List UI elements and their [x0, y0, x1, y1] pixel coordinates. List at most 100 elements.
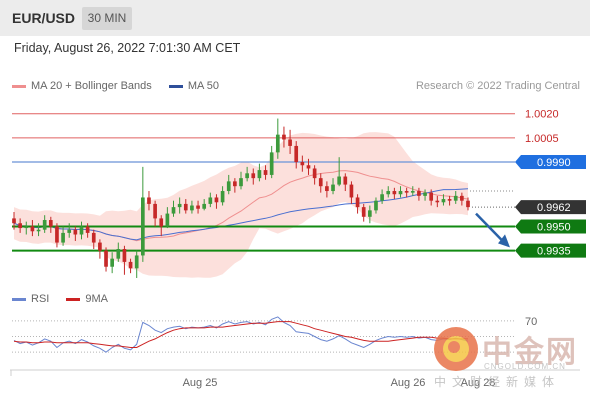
watermark: 中金网 CNGOLD.COM.CN 中文财经新媒体 — [432, 325, 582, 389]
watermark-sub: 中文财经新媒体 — [434, 375, 561, 389]
pivot-tag — [515, 155, 586, 170]
candle-body — [159, 218, 164, 227]
candle-body — [67, 229, 72, 233]
candle-body — [447, 199, 452, 201]
legend-item-9ma: 9MA — [66, 293, 108, 305]
candle-body — [12, 218, 16, 224]
x-tick-label: Aug 25 — [183, 377, 218, 389]
resistance-label: 1.0005 — [525, 133, 559, 145]
pivot-label: 0.9990 — [537, 157, 571, 169]
candle-body — [312, 168, 317, 179]
candle-body — [355, 197, 360, 208]
support-tag — [515, 219, 586, 234]
candle-body — [140, 197, 145, 256]
bollinger-band — [14, 132, 468, 278]
legend-item-ma20: MA 20 + Bollinger Bands — [12, 80, 152, 92]
candle-body — [48, 220, 53, 227]
legend-item-ma50: MA 50 — [168, 80, 220, 92]
candle-body — [202, 203, 207, 209]
candle-body — [239, 178, 243, 187]
support-tag — [515, 243, 586, 258]
candle-body — [183, 203, 188, 211]
candle-body — [331, 184, 335, 192]
candle-body — [398, 191, 403, 195]
candle-body — [226, 181, 231, 192]
x-tick-label: Aug 28 — [461, 377, 496, 389]
candle-body — [318, 178, 323, 187]
watermark-name: 中金网 — [482, 335, 578, 370]
legend-9ma-label: 9MA — [85, 293, 109, 305]
candle-body — [42, 220, 47, 230]
candle-body — [30, 226, 35, 232]
candle-body — [386, 191, 391, 195]
rsi-line — [13, 316, 469, 353]
legend-ma20-label: MA 20 + Bollinger Bands — [31, 80, 152, 92]
candle-body — [269, 152, 274, 175]
ma20-swatch — [12, 84, 26, 88]
datetime-label: Friday, August 26, 2022 7:01:30 AM CET — [14, 41, 241, 55]
legend-rsi-label: RSI — [31, 293, 50, 305]
candle-body — [349, 184, 354, 198]
candle-body — [282, 134, 286, 140]
chart-header: EUR/USD 30 MIN — [0, 0, 590, 36]
watermark-logo-icon — [434, 327, 478, 371]
candle-body — [98, 242, 102, 251]
current-price-tag — [515, 200, 586, 215]
candle-body — [410, 191, 415, 193]
candle-body — [73, 229, 78, 235]
candle-body — [361, 207, 366, 217]
candle-body — [343, 176, 348, 185]
main-legend: MA 20 + Bollinger Bands MA 50 — [12, 80, 233, 92]
credit-text: Research © 2022 Trading Central — [415, 80, 580, 92]
resistance-label: 1.0020 — [525, 109, 559, 121]
candle-body — [466, 200, 470, 208]
rsi-swatch — [12, 297, 26, 301]
candle-body — [55, 226, 59, 243]
candle-body — [24, 226, 29, 229]
timeframe-badge[interactable]: 30 MIN — [82, 7, 132, 30]
candle-body — [429, 192, 434, 201]
candle-body — [367, 210, 372, 217]
symbol-label: EUR/USD — [12, 10, 76, 26]
candle-body — [245, 173, 249, 179]
candle-body — [177, 203, 182, 208]
candle-body — [263, 170, 268, 175]
candle-body — [306, 165, 311, 169]
legend-item-rsi: RSI — [12, 293, 49, 305]
forecast-arrow-head — [498, 234, 510, 248]
candle-body — [190, 205, 194, 211]
candle-body — [453, 195, 458, 201]
watermark-url: CNGOLD.COM.CN — [484, 362, 566, 371]
ma50-line — [13, 188, 469, 241]
candle-body — [122, 249, 127, 262]
candle-body — [196, 205, 200, 209]
candle-body — [220, 191, 225, 203]
forecast-arrow — [475, 212, 505, 244]
candle-body — [104, 250, 108, 267]
candle-body — [380, 194, 384, 201]
candle-body — [110, 258, 115, 267]
candle-body — [208, 197, 213, 204]
candle-body — [134, 255, 139, 269]
candle-body — [91, 232, 96, 243]
current-price-label: 0.9962 — [537, 202, 571, 214]
candle-body — [128, 261, 133, 269]
candle-body — [233, 181, 237, 187]
legend-ma50-label: MA 50 — [187, 80, 220, 92]
candle-body — [435, 200, 440, 203]
candle-body — [417, 191, 421, 196]
candle-body — [300, 162, 305, 166]
candle-body — [214, 197, 219, 203]
candle-body — [404, 191, 409, 193]
candle-body — [374, 200, 378, 211]
candle-body — [392, 191, 397, 195]
candle-body — [18, 223, 22, 229]
ma9-swatch — [66, 297, 81, 301]
rsi-ma-line — [13, 321, 468, 348]
candle-body — [337, 176, 342, 185]
candle-body — [147, 197, 151, 204]
candle-body — [79, 226, 84, 235]
rsi-level-label: 70 — [525, 316, 537, 328]
